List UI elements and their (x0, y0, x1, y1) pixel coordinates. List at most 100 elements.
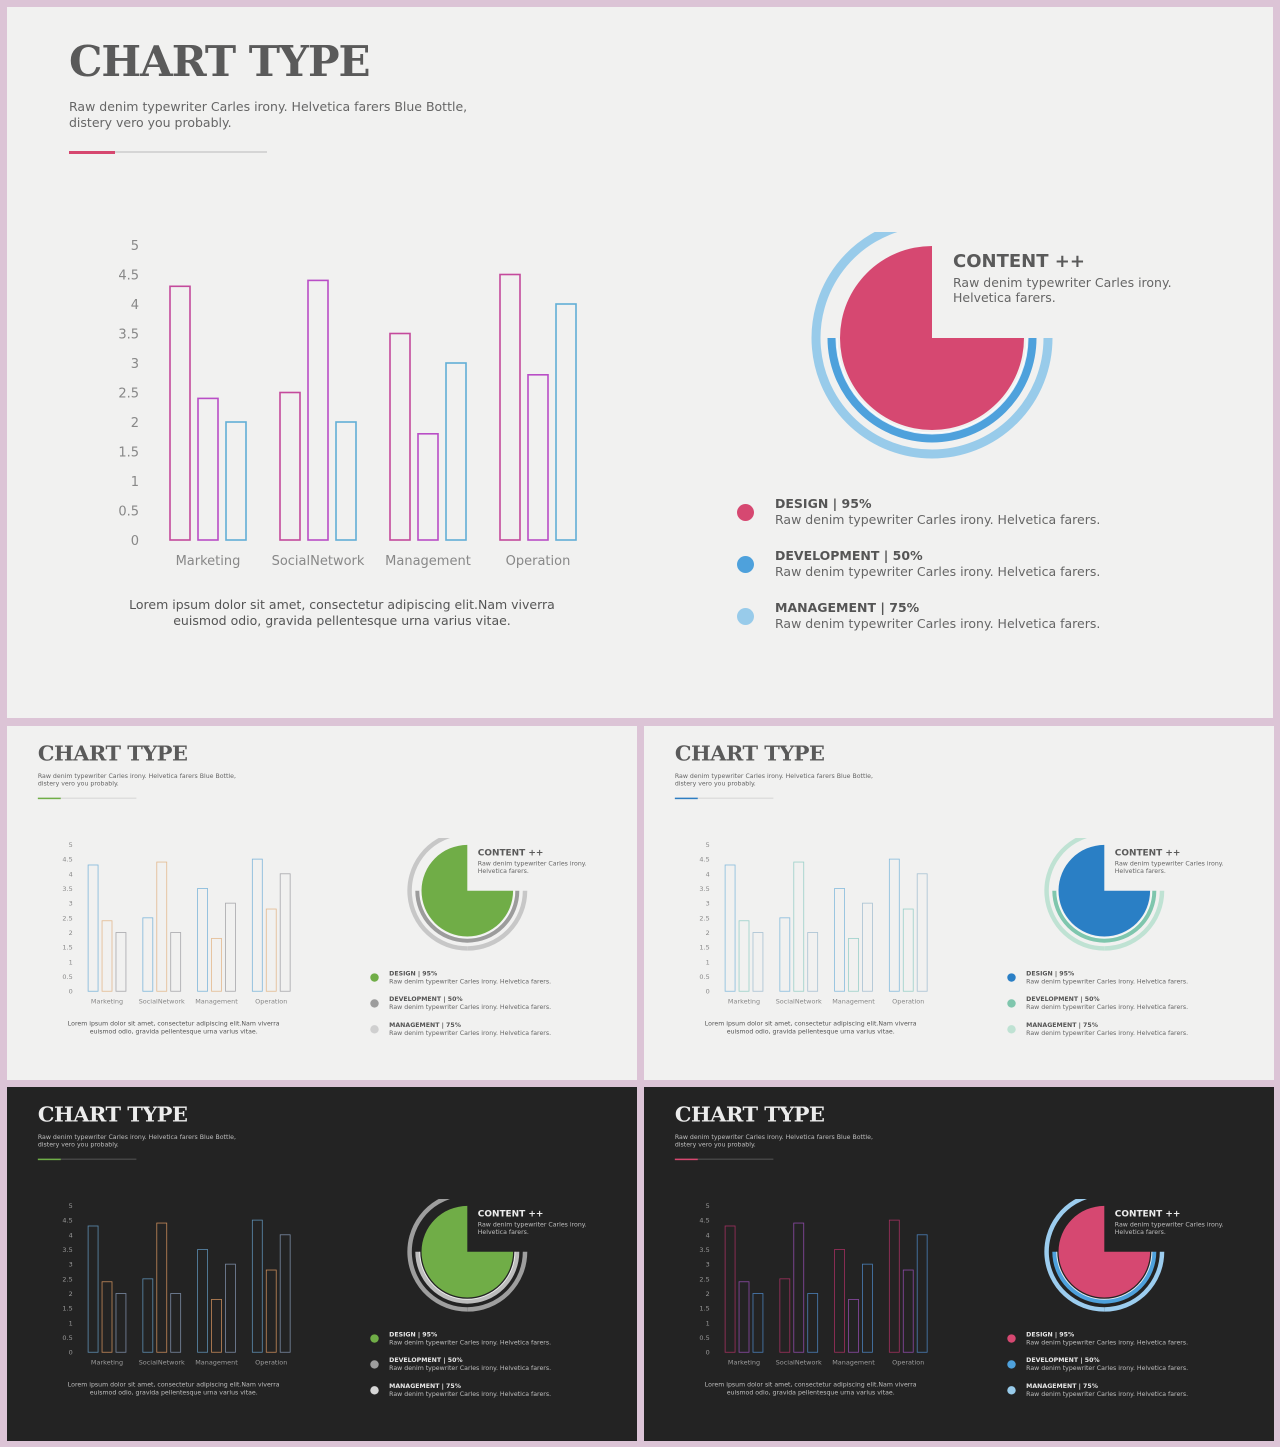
y-tick-label: 3 (706, 900, 710, 908)
y-tick-label: 1.5 (699, 944, 709, 952)
y-tick-label: 0.5 (62, 973, 72, 981)
bar-socialnetwork-series-3 (335, 421, 357, 541)
legend-desc: Raw denim typewriter Carles irony. Helve… (775, 512, 1101, 527)
bar-socialnetwork-series-1 (779, 917, 791, 992)
legend-desc: Raw denim typewriter Carles irony. Helve… (1026, 1364, 1189, 1372)
bar-management-series-2 (848, 1298, 859, 1353)
bar-marketing-series-2 (738, 920, 750, 992)
y-tick-label: 3 (69, 1261, 73, 1269)
legend-item-management: MANAGEMENT | 75% Raw denim typewriter Ca… (369, 1381, 578, 1407)
x-category-label: Marketing (728, 998, 760, 1006)
content-heading: CONTENT ++ (1114, 847, 1181, 858)
bar-chart: 0 0.5 1 1.5 2 2.5 3 3.5 4 4.5 5 Marketing SocialNetw… (62, 841, 291, 1006)
x-category-label: Management (385, 554, 471, 569)
legend-dot-development (1007, 999, 1016, 1008)
legend: DESIGN | 95% Raw denim typewriter Carles… (735, 494, 1155, 650)
title-divider-accent (37, 1158, 61, 1160)
legend-dot-design (370, 973, 379, 982)
bar-operation-series-3 (279, 873, 291, 992)
legend-desc: Raw denim typewriter Carles irony. Helve… (1026, 1029, 1189, 1037)
y-tick-label: 3.5 (118, 328, 139, 343)
slide-title: CHART TYPE (69, 37, 371, 86)
content-heading: CONTENT ++ (477, 847, 544, 858)
slide-subtitle: Raw denim typewriter Carles irony. Helve… (674, 771, 873, 788)
y-tick-label: 1 (69, 958, 73, 966)
y-tick-label: 3.5 (699, 1246, 709, 1254)
radial-chart (407, 1198, 528, 1312)
y-tick-label: 3.5 (699, 885, 709, 893)
title-divider-accent (69, 150, 115, 154)
legend-desc: Raw denim typewriter Carles irony. Helve… (1026, 1390, 1189, 1398)
legend-label: DESIGN | 95% (1026, 969, 1075, 977)
x-category-label: Management (832, 1359, 875, 1367)
legend: DESIGN | 95% Raw denim typewriter Carles… (369, 1329, 578, 1407)
y-tick-label: 4 (131, 298, 139, 313)
legend: DESIGN | 95% Raw denim typewriter Carles… (369, 968, 578, 1046)
y-tick-label: 4.5 (118, 269, 139, 284)
bar-management-series-1 (834, 888, 845, 992)
radial-chart (811, 232, 1053, 459)
bar-socialnetwork-series-2 (793, 1222, 805, 1353)
legend-item-design: DESIGN | 95% Raw denim typewriter Carles… (1006, 1329, 1215, 1355)
legend-dot-development (1007, 1360, 1016, 1369)
legend-dot-development (737, 556, 754, 573)
y-tick-label: 3 (706, 1261, 710, 1269)
y-tick-label: 0.5 (118, 505, 139, 520)
legend-item-development: DEVELOPMENT | 50% Raw denim typewriter C… (369, 994, 578, 1020)
radial-outer-ring-upper (1044, 837, 1105, 951)
legend-item-design: DESIGN | 95% Raw denim typewriter Carles… (735, 494, 1155, 546)
bar-operation-series-1 (499, 273, 521, 541)
content-text: Raw denim typewriter Carles irony. Helve… (477, 859, 587, 875)
y-tick-label: 3.5 (62, 1246, 72, 1254)
bar-chart: 0 0.5 1 1.5 2 2.5 3 3.5 4 4.5 5 Marketing SocialNetw… (118, 239, 577, 569)
bar-socialnetwork-series-3 (170, 1293, 182, 1353)
y-tick-label: 2 (69, 929, 73, 937)
bar-marketing-series-1 (724, 864, 736, 992)
chart-caption: Lorem ipsum dolor sit amet, consectetur … (67, 1380, 280, 1397)
x-category-label: Operation (255, 1359, 287, 1367)
y-tick-label: 0.5 (699, 1334, 709, 1342)
slide-content: CHART TYPE Raw denim typewriter Carles i… (7, 7, 1273, 718)
legend-desc: Raw denim typewriter Carles irony. Helve… (389, 1390, 552, 1398)
slide-main-pink: CHART TYPE Raw denim typewriter Carles i… (7, 7, 1273, 718)
legend: DESIGN | 95% Raw denim typewriter Carles… (1006, 1329, 1215, 1407)
bar-chart: 0 0.5 1 1.5 2 2.5 3 3.5 4 4.5 5 Marketing SocialNetw… (699, 841, 928, 1006)
bar-operation-series-3 (279, 1234, 291, 1353)
slide-content: CHART TYPE Raw denim typewriter Carles i… (644, 726, 1274, 1080)
legend-dot-management (370, 1386, 379, 1395)
y-tick-label: 3.5 (62, 885, 72, 893)
bar-operation-series-2 (265, 908, 277, 992)
title-divider-accent (674, 797, 698, 799)
radial-outer-ring (467, 1251, 528, 1312)
legend-label: DEVELOPMENT | 50% (1026, 1356, 1100, 1364)
y-tick-label: 4 (69, 870, 73, 878)
radial-outer-ring (931, 337, 1053, 459)
y-tick-label: 0 (131, 534, 139, 549)
radial-pie-edge (419, 890, 516, 939)
radial-pie-edge (835, 337, 1029, 435)
bar-management-series-1 (389, 332, 411, 541)
title-divider (674, 797, 774, 799)
bar-operation-series-1 (251, 858, 263, 992)
y-tick-label: 2 (706, 1290, 710, 1298)
slide-subtitle: Raw denim typewriter Carles irony. Helve… (674, 1132, 873, 1149)
legend-desc: Raw denim typewriter Carles irony. Helve… (1026, 1338, 1189, 1346)
bar-chart: 0 0.5 1 1.5 2 2.5 3 3.5 4 4.5 5 Marketing SocialNetw… (699, 1202, 928, 1367)
bar-chart: 0 0.5 1 1.5 2 2.5 3 3.5 4 4.5 5 Marketing SocialNetw… (62, 1202, 291, 1367)
title-divider (674, 1158, 774, 1160)
radial-pie (421, 844, 514, 937)
bar-management-series-3 (862, 902, 873, 992)
bar-marketing-series-3 (115, 932, 127, 992)
y-tick-label: 4.5 (699, 856, 709, 864)
legend-item-development: DEVELOPMENT | 50% Raw denim typewriter C… (1006, 1355, 1215, 1381)
legend-label: DEVELOPMENT | 50% (1026, 995, 1100, 1003)
legend-label: DESIGN | 95% (1026, 1330, 1075, 1338)
bar-operation-series-2 (902, 1269, 914, 1353)
radial-pie-edge (1056, 1251, 1153, 1300)
legend-desc: Raw denim typewriter Carles irony. Helve… (389, 1003, 552, 1011)
slide-title: CHART TYPE (674, 740, 825, 766)
bar-operation-series-2 (265, 1269, 277, 1353)
bar-socialnetwork-series-3 (170, 932, 182, 992)
legend-label: DESIGN | 95% (775, 496, 872, 511)
legend-dot-management (1007, 1025, 1016, 1034)
